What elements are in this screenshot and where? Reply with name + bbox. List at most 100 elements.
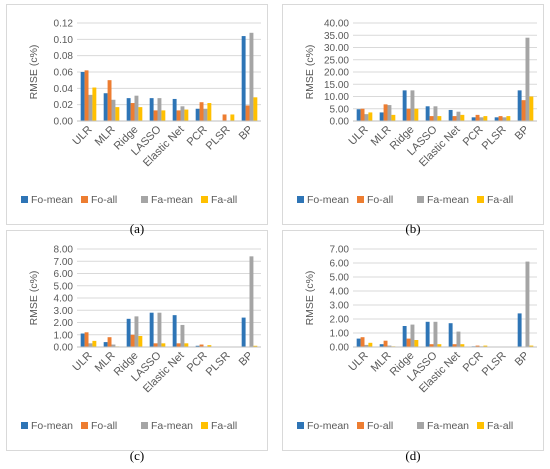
y-tick-label: 6.00 [54,269,74,280]
y-tick-label: 30.00 [324,43,349,54]
bar-fa-mean-bp [525,37,530,122]
y-tick-label: 2.00 [330,315,350,326]
panel-label-c: (c) [129,448,145,463]
legend-swatch-fa-mean [141,422,148,429]
bar-fo-mean-lasso [425,106,430,121]
y-tick-label: 0.00 [330,343,350,354]
y-axis-label: RMSE (c%) [304,271,316,326]
y-tick-label: 0.00 [54,117,74,128]
y-tick-label: 40.00 [324,19,349,30]
bar-fo-all-mlr [383,340,388,347]
bar-fo-all-ridge [130,103,135,121]
legend-swatch-fa-all [201,422,208,429]
y-tick-label: 0.04 [54,84,74,95]
legend-label-fo-all: Fo-all [91,420,117,432]
bar-fa-all-lasso [437,344,442,347]
bar-fo-all-elastic-net [452,116,457,121]
legend-label-fa-mean: Fa-mean [427,420,469,432]
bar-fo-mean-mlr [103,342,108,347]
bar-fa-all-mlr [391,114,396,121]
bar-fo-mean-elastic-net [448,109,453,121]
bar-fa-mean-elastic-net [456,331,461,347]
bar-fa-mean-lasso [433,321,438,347]
bar-fa-all-ulr [92,87,97,121]
bar-fa-all-bp [253,97,258,121]
bar-fa-mean-ulr [88,343,93,347]
bar-fa-all-elastic-net [184,343,189,347]
bar-fa-all-pcr [207,345,212,347]
bar-fa-all-elastic-net [460,344,465,347]
y-tick-label: 7.00 [330,245,350,256]
bar-fa-mean-pcr [479,117,484,121]
bar-fo-all-bp [521,100,526,121]
bar-fa-all-lasso [437,116,442,121]
legend-label-fa-all: Fa-all [211,420,237,432]
chart-panel-b: 0.00 5.00 10.00 15.00 20.00 25.00 30.00 35.00 40… [282,4,544,225]
y-tick-label: 3.00 [54,306,74,317]
x-tick-label: BP [237,350,256,369]
x-tick-label: PLSR [204,124,233,153]
y-tick-label: 0.06 [54,68,74,79]
bar-fa-mean-ridge [134,95,139,121]
bar-fa-mean-bp [249,32,254,121]
bar-fo-all-ridge [406,338,411,347]
bar-fa-all-pcr [207,103,212,121]
legend-swatch-fo-mean [21,422,28,429]
bar-fo-mean-ulr [80,72,85,121]
bar-fa-mean-ulr [364,344,369,347]
x-tick-label: BP [513,124,532,143]
x-tick-label: PLSR [204,350,233,379]
y-tick-label: 25.00 [324,55,349,66]
bar-fo-all-elastic-net [176,110,181,121]
bar-fa-all-ulr [368,112,373,121]
bar-fo-all-elastic-net [452,344,457,347]
y-tick-label: 35.00 [324,31,349,42]
bar-fo-mean-lasso [149,312,154,347]
bar-fo-mean-ridge [126,318,131,347]
x-tick-label: PLSR [480,350,509,379]
bar-fa-all-bp [529,96,534,121]
bar-fa-all-ridge [414,340,419,347]
x-tick-label: ULR [347,124,371,148]
legend-label-fa-all: Fa-all [211,194,237,206]
y-tick-label: 4.00 [330,287,350,298]
legend-swatch-fa-mean [417,196,424,203]
y-tick-label: 5.00 [330,104,350,115]
bar-fa-mean-bp [249,256,254,347]
x-tick-label: ULR [347,350,371,374]
bar-fa-mean-bp [525,261,530,347]
bar-fo-mean-ulr [356,338,361,347]
bar-fa-mean-mlr [111,344,116,347]
chart-svg: 0.00 1.002.003.004.00 5.006.007.008.00 RMSE… [21,245,261,432]
bar-fo-all-ulr [360,108,365,121]
bar-fo-mean-ridge [402,90,407,121]
bar-fo-mean-bp [241,36,246,121]
bar-fa-mean-elastic-net [180,324,185,347]
y-tick-label: 0.00 [54,343,74,354]
y-axis-label: RMSE (c%) [28,45,40,100]
bar-fo-all-ridge [406,108,411,121]
bar-fo-all-elastic-net [176,343,181,347]
legend-label-fo-mean: Fo-mean [31,420,73,432]
bar-fo-mean-lasso [425,321,430,347]
bar-fa-mean-mlr [111,99,116,121]
bar-fo-mean-elastic-net [172,98,177,121]
x-tick-label: BP [237,124,256,143]
panel-label-b: (b) [405,221,421,236]
legend-swatch-fa-mean [417,422,424,429]
bar-fo-mean-ulr [356,109,361,121]
bar-fo-all-ulr [84,70,89,121]
legend-label-fa-mean: Fa-mean [151,420,193,432]
y-tick-label: 5.00 [54,281,74,292]
bar-fo-mean-ulr [80,333,85,347]
y-tick-label: 8.00 [54,245,74,256]
bar-fa-mean-ridge [410,90,415,121]
bar-fo-mean-pcr [195,108,200,121]
y-tick-label: 0.08 [54,51,74,62]
bar-fa-all-pcr [483,345,488,347]
y-tick-label: 2.00 [54,318,74,329]
bar-fo-all-ulr [84,332,89,347]
y-tick-label: 10.00 [324,92,349,103]
y-tick-label: 3.00 [330,301,350,312]
bar-fa-mean-plsr [502,117,507,121]
